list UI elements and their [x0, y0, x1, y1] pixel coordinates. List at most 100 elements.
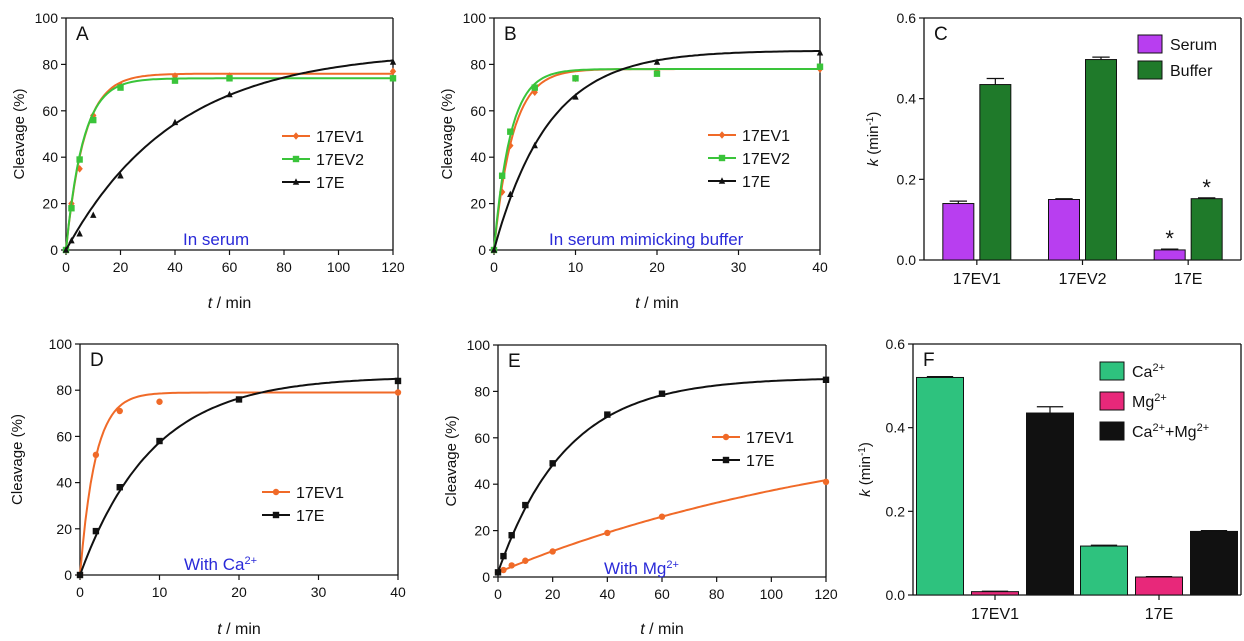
data-point — [500, 566, 507, 574]
panel-annotation: With Mg2+ — [604, 559, 679, 578]
legend-entry: Ca2+ — [1099, 361, 1165, 381]
legend-entry-17ev1: 17EV1 — [262, 485, 344, 502]
legend-label: 17EV1 — [742, 128, 790, 145]
legend-marker — [718, 154, 726, 162]
x-tick-label: 40 — [600, 586, 616, 602]
legend-label: 17EV2 — [316, 152, 364, 169]
bar — [979, 84, 1012, 261]
category-label: 17EV2 — [1058, 271, 1106, 288]
data-point — [604, 529, 611, 537]
y-tick-label: 0 — [64, 567, 72, 583]
x-tick-label: 20 — [231, 584, 247, 600]
y-tick-label: 0.4 — [886, 420, 906, 436]
y-tick-label: 40 — [474, 476, 490, 492]
bar — [1085, 59, 1117, 261]
data-point — [171, 72, 179, 80]
x-axis-label: t / min — [208, 295, 252, 312]
legend-entry-17ev1: 17EV1 — [282, 129, 364, 146]
bar — [1190, 198, 1223, 261]
bar — [1080, 545, 1128, 596]
legend-entry: Mg2+ — [1099, 391, 1167, 411]
data-point — [156, 437, 163, 445]
data-point — [76, 156, 83, 163]
y-tick-label: 0.4 — [897, 91, 917, 107]
data-point — [572, 93, 579, 100]
legend-label: 17E — [296, 508, 324, 525]
y-axis-label: Cleavage (%) — [443, 416, 460, 507]
data-point — [531, 84, 538, 91]
data-point — [822, 478, 830, 486]
data-point — [394, 377, 402, 385]
y-tick-label: 0.6 — [897, 10, 917, 26]
data-point — [508, 562, 515, 569]
bar — [916, 376, 964, 596]
legend-entry: Serum — [1137, 34, 1217, 54]
y-tick-label: 100 — [467, 337, 491, 353]
series-17e — [62, 58, 397, 253]
data-point — [76, 571, 84, 579]
fit-curve-17ev2 — [493, 68, 820, 251]
legend-label: Ca2++Mg2+ — [1132, 422, 1209, 441]
x-tick-label: 100 — [760, 586, 784, 602]
x-axis-label: t / min — [635, 295, 679, 312]
legend-marker — [292, 132, 300, 140]
panel-letter: E — [508, 351, 521, 372]
y-tick-label: 0 — [478, 242, 486, 258]
y-tick-label: 60 — [474, 430, 490, 446]
legend-marker — [272, 488, 280, 496]
data-point — [549, 548, 556, 555]
bar — [942, 203, 975, 261]
data-point — [522, 501, 529, 509]
category-label: 17EV1 — [971, 606, 1019, 623]
significance-mark: * — [1202, 175, 1211, 200]
legend-swatch — [1099, 421, 1125, 441]
legend-label: Mg2+ — [1132, 392, 1167, 411]
data-point — [531, 141, 538, 149]
legend-marker — [718, 131, 726, 139]
y-tick-label: 40 — [42, 149, 58, 165]
data-point — [572, 75, 579, 82]
legend-marker — [718, 177, 726, 184]
data-point — [658, 390, 666, 397]
legend-label: Ca2+ — [1132, 362, 1165, 381]
legend-label: 17E — [316, 175, 344, 192]
y-tick-label: 60 — [42, 103, 58, 119]
fit-curve-17e — [497, 378, 826, 573]
y-tick-label: 0.2 — [886, 503, 906, 519]
panel-f: 0.0 0.2 0.4 0.6 k (min-1) F 17EV1 17E Ca2+ Mg2+ Ca… — [857, 336, 1242, 623]
legend-entry: Ca2++Mg2+ — [1099, 421, 1209, 441]
panel-c: 0.0 0.2 0.4 0.6 k (min-1) C 17EV1 17EV2 17E * * Ser… — [865, 10, 1242, 288]
x-tick-label: 20 — [545, 586, 561, 602]
data-point — [226, 75, 233, 82]
legend-marker — [292, 178, 300, 185]
data-point — [116, 484, 123, 491]
category-label: 17E — [1145, 606, 1173, 623]
data-point — [653, 70, 661, 77]
legend-label: Serum — [1170, 37, 1217, 54]
y-tick-label: 80 — [470, 56, 486, 72]
y-tick-label: 0.6 — [886, 336, 906, 352]
legend-swatch — [1099, 361, 1125, 381]
y-tick-label: 20 — [42, 196, 58, 212]
y-tick-label: 100 — [49, 336, 73, 352]
y-tick-label: 80 — [56, 382, 72, 398]
data-point — [498, 172, 506, 179]
x-tick-label: 120 — [381, 259, 405, 275]
data-point — [822, 376, 830, 383]
data-point — [171, 77, 179, 84]
x-tick-label: 0 — [76, 584, 84, 600]
x-tick-label: 20 — [113, 259, 129, 275]
y-tick-label: 40 — [56, 475, 72, 491]
x-tick-label: 120 — [814, 586, 838, 602]
panel-letter: A — [76, 24, 89, 45]
panel-annotation: With Ca2+ — [184, 555, 257, 574]
y-axis-label: Cleavage (%) — [11, 89, 28, 180]
legend-label: 17EV1 — [316, 129, 364, 146]
legend-marker — [272, 511, 280, 519]
data-point — [816, 63, 824, 70]
legend-swatch — [1137, 34, 1163, 54]
series-17e — [490, 49, 824, 253]
category-label: 17EV1 — [953, 271, 1001, 288]
panel-letter: D — [90, 350, 104, 371]
